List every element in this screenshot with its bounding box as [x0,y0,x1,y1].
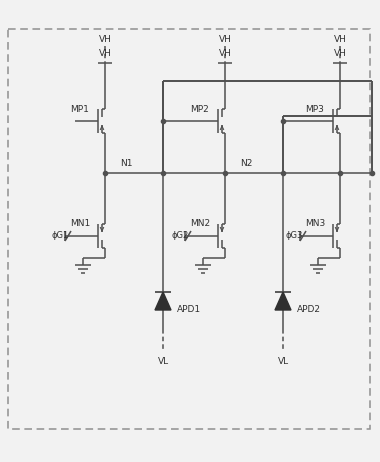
Text: VH: VH [218,35,231,43]
Text: MN2: MN2 [190,219,210,229]
Text: N1: N1 [120,158,133,168]
Text: ϕG3: ϕG3 [286,231,303,241]
Text: MP1: MP1 [70,104,89,114]
Text: MP3: MP3 [305,104,324,114]
Text: MN3: MN3 [305,219,325,229]
Text: APD1: APD1 [177,304,201,314]
Text: APD2: APD2 [297,304,321,314]
Text: VL: VL [157,357,169,365]
Text: VH: VH [98,35,111,43]
Text: ϕG1: ϕG1 [51,231,68,241]
Text: VL: VL [277,357,288,365]
Text: N2: N2 [240,158,252,168]
Text: MP2: MP2 [190,104,209,114]
Polygon shape [275,292,291,310]
Polygon shape [155,292,171,310]
Text: VH: VH [98,49,111,57]
Text: VH: VH [334,35,347,43]
Text: VH: VH [218,49,231,57]
Text: ϕG2: ϕG2 [171,231,188,241]
Text: VH: VH [334,49,347,57]
Text: MN1: MN1 [70,219,90,229]
